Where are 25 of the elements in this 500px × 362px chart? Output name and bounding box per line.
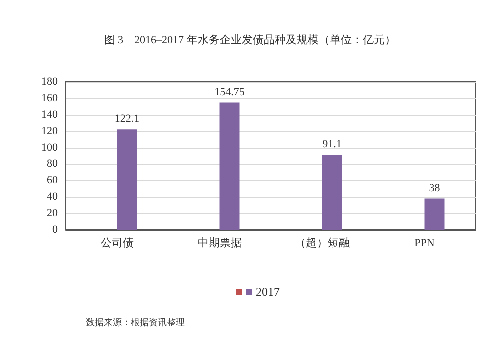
y-tick-label: 100 xyxy=(42,142,58,154)
x-tick-label: PPN xyxy=(414,238,435,250)
y-tick-label: 180 xyxy=(42,76,58,88)
data-label: 154.75 xyxy=(214,86,246,98)
bar xyxy=(117,130,138,230)
data-label: 38 xyxy=(429,182,441,194)
data-label: 91.1 xyxy=(322,138,342,151)
y-tick-label: 20 xyxy=(47,208,58,220)
x-tick-label: 公司债 xyxy=(100,238,134,250)
bar xyxy=(220,102,240,230)
y-tick-label: 0 xyxy=(52,224,58,236)
chart-title: 图 3 2016–2017 年水务企业发债品种及规模（单位：亿元） xyxy=(104,34,396,46)
legend-label: 2017 xyxy=(256,285,280,299)
x-tick-label: 中期票据 xyxy=(198,236,242,250)
y-tick-label: 40 xyxy=(47,191,58,204)
y-tick-label: 120 xyxy=(42,125,58,138)
y-tick-label: 80 xyxy=(47,158,58,170)
y-tick-label: 160 xyxy=(42,92,58,104)
y-tick-label: 140 xyxy=(42,108,58,121)
data-label: 122.1 xyxy=(114,113,140,126)
bar xyxy=(322,155,342,230)
y-tick-label: 60 xyxy=(47,174,58,187)
source-note: 数据来源：根据资讯整理 xyxy=(86,318,185,328)
bar xyxy=(424,198,445,230)
x-tick-label: （超）短融 xyxy=(294,238,350,250)
